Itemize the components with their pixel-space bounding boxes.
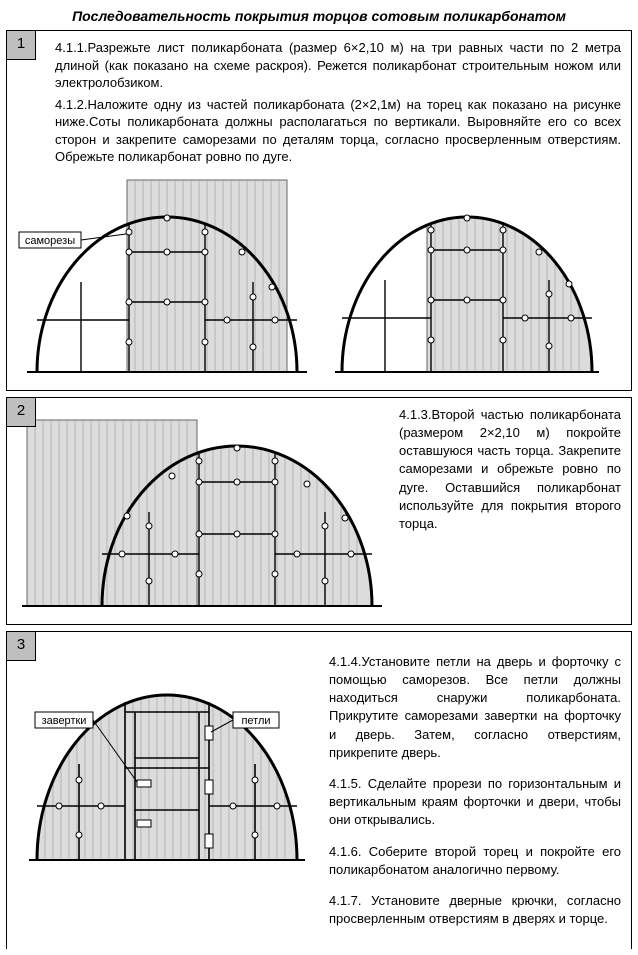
- label-screws: саморезы: [25, 235, 75, 247]
- step-3-text: 4.1.4.Установите петли на дверь и форточ…: [329, 640, 621, 941]
- page-title: Последовательность покрытия торцов сотов…: [0, 0, 638, 30]
- step-2-text: 4.1.3.Второй частью поликарбоната (разме…: [399, 406, 621, 616]
- diagram-3: завертки петли: [17, 640, 317, 870]
- diagram-1b: [327, 172, 607, 382]
- step-3-p1: 4.1.4.Установите петли на дверь и форточ…: [329, 653, 621, 762]
- step-3-p3: 4.1.6. Соберите второй торец и покройте …: [329, 843, 621, 879]
- diagram-2: [17, 406, 387, 616]
- step-1-text: 4.1.1.Разрежьте лист поликарбоната (разм…: [55, 39, 621, 166]
- step-3-p2: 4.1.5. Сделайте прорези по горизонтальны…: [329, 775, 621, 830]
- step-1-number: 1: [6, 30, 36, 60]
- step-3-number: 3: [6, 631, 36, 661]
- step-2: 2: [6, 397, 632, 625]
- step-1-p2: 4.1.2.Наложите одну из частей поликарбон…: [55, 96, 621, 166]
- diagram-1a: саморезы: [17, 172, 317, 382]
- step-3-p4: 4.1.7. Установите дверные крючки, соглас…: [329, 892, 621, 928]
- label-hinges: петли: [241, 715, 270, 727]
- step-1-p1: 4.1.1.Разрежьте лист поликарбоната (разм…: [55, 39, 621, 92]
- step-1: 1 4.1.1.Разрежьте лист поликарбоната (ра…: [6, 30, 632, 391]
- label-latches: завертки: [42, 715, 87, 727]
- step-2-number: 2: [6, 397, 36, 427]
- step-3: 3: [6, 631, 632, 949]
